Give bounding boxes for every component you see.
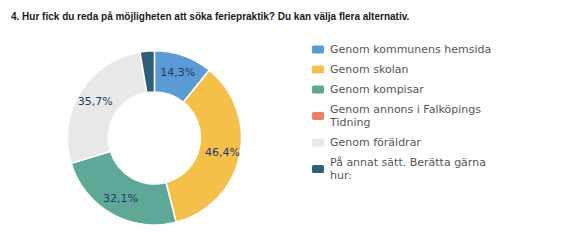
svg-text:35,7%: 35,7% — [78, 95, 113, 108]
svg-text:14,3%: 14,3% — [160, 66, 195, 79]
svg-text:Genom skolan: Genom skolan — [330, 63, 408, 76]
svg-text:32,1%: 32,1% — [103, 192, 138, 205]
svg-text:Genom annons i Falköpings: Genom annons i Falköpings — [330, 103, 481, 116]
svg-text:hur:: hur: — [330, 169, 352, 182]
svg-text:Genom kommunens hemsida: Genom kommunens hemsida — [330, 43, 491, 56]
svg-text:På annat sätt. Berätta gärna: På annat sätt. Berätta gärna — [330, 156, 486, 169]
svg-text:Genom kompisar: Genom kompisar — [330, 83, 424, 96]
svg-text:4. Hur fick du reda på möjligh: 4. Hur fick du reda på möjligheten att s… — [11, 11, 409, 22]
svg-text:Genom föräldrar: Genom föräldrar — [330, 136, 421, 149]
svg-text:Tidning: Tidning — [329, 116, 370, 129]
svg-text:46,4%: 46,4% — [205, 146, 240, 159]
